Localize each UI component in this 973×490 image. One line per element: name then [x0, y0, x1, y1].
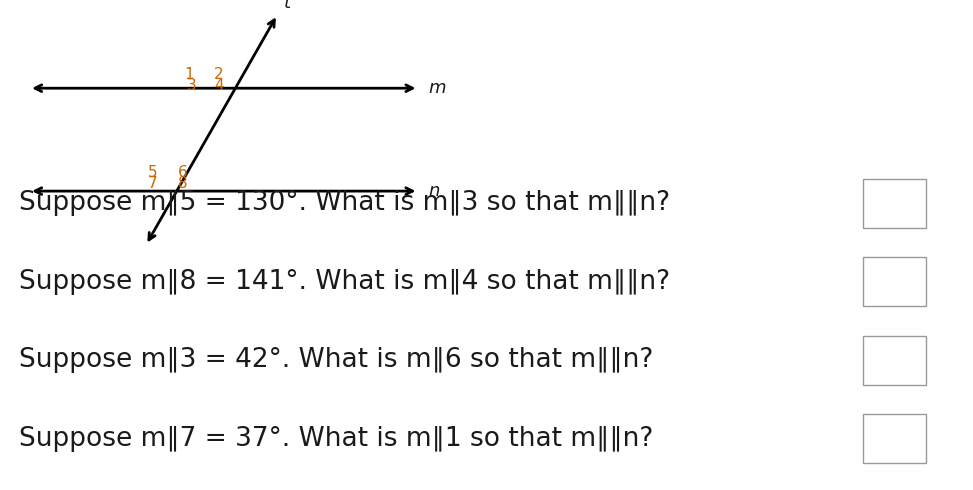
Text: 7: 7 [148, 176, 158, 191]
Text: 4: 4 [214, 78, 224, 93]
Text: Suppose m∥7 = 37°. What is m∥1 so that m∥∥n?: Suppose m∥7 = 37°. What is m∥1 so that m… [19, 425, 654, 452]
FancyBboxPatch shape [863, 336, 926, 385]
Text: 3: 3 [187, 78, 197, 93]
FancyBboxPatch shape [863, 257, 926, 306]
Text: t: t [284, 0, 291, 12]
Text: n: n [428, 182, 440, 200]
Text: Suppose m∥3 = 42°. What is m∥6 so that m∥∥n?: Suppose m∥3 = 42°. What is m∥6 so that m… [19, 347, 654, 373]
Text: 6: 6 [178, 165, 188, 180]
FancyBboxPatch shape [863, 414, 926, 463]
FancyBboxPatch shape [863, 179, 926, 228]
Text: 5: 5 [148, 165, 158, 180]
Text: Suppose m∥8 = 141°. What is m∥4 so that m∥∥n?: Suppose m∥8 = 141°. What is m∥4 so that … [19, 269, 670, 295]
Text: m: m [428, 79, 446, 97]
Text: 2: 2 [214, 67, 224, 82]
Text: Suppose m∥5 = 130°. What is m∥3 so that m∥∥n?: Suppose m∥5 = 130°. What is m∥3 so that … [19, 190, 670, 217]
Text: 8: 8 [178, 176, 188, 191]
Text: 1: 1 [184, 67, 194, 82]
